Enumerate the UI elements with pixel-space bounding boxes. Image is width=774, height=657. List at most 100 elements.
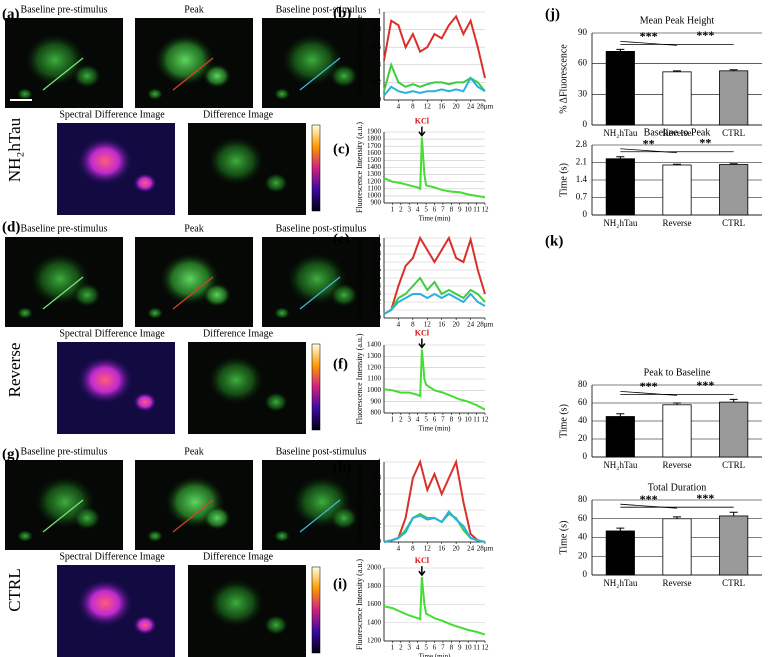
cell — [147, 530, 163, 542]
significance-label: *** — [640, 29, 658, 43]
cell — [330, 283, 358, 307]
image-caption: Difference Image — [203, 328, 274, 339]
y-tick-label: 1900 — [367, 128, 382, 136]
x-tick-label: CTRL — [722, 460, 745, 470]
x-tick-label: 1 — [391, 644, 395, 652]
y-tick-label: 0 — [583, 451, 588, 461]
x-tick-label: 12 — [424, 545, 432, 553]
x-tick-label: 24 — [467, 321, 475, 329]
cell — [208, 137, 264, 185]
data-line — [383, 509, 486, 543]
cell — [330, 64, 358, 88]
chart-title: Mean Peak Height — [640, 15, 715, 26]
y-axis-label: % ΔFluorescence — [558, 44, 569, 114]
x-tick-label: NH₂hTau — [603, 128, 638, 138]
significance-label: ** — [699, 136, 711, 150]
cell — [264, 615, 288, 635]
y-tick-label: 80 — [578, 379, 588, 389]
y-tick-label: 1300 — [367, 352, 382, 360]
y-axis-label: Time (s) — [558, 404, 569, 438]
cell — [17, 530, 33, 542]
x-axis-label: Time (min) — [419, 653, 451, 657]
x-tick-label: 8 — [450, 644, 454, 652]
x-tick-label: 4 — [416, 416, 420, 424]
y-tick-label: 0.5 — [372, 274, 381, 282]
data-line — [383, 276, 486, 315]
cell — [77, 356, 133, 404]
significance-label: *** — [640, 379, 658, 393]
y-axis-label: Time (s) — [558, 521, 569, 555]
annotation-arrow — [418, 566, 426, 577]
y-tick-label: 900 — [371, 199, 382, 207]
x-tick-label: 7 — [441, 644, 445, 652]
y-tick-label: 1500 — [367, 156, 382, 164]
x-tick-label: 6 — [433, 206, 437, 214]
image-caption: Baseline pre-stimulus — [21, 446, 108, 457]
error-bar — [616, 156, 625, 159]
x-tick-label: 9 — [458, 644, 462, 652]
x-tick-label: 4 — [416, 206, 420, 214]
x-axis-label: Time (min) — [419, 425, 451, 433]
x-tick-label: 5 — [424, 416, 428, 424]
x-axis-label: Time (min) — [419, 215, 451, 223]
x-tick-label: 12 — [482, 644, 490, 652]
y-tick-label: 2.8 — [576, 139, 588, 149]
y-tick-label: 1200 — [367, 363, 382, 371]
error-bar — [729, 511, 738, 516]
error-bar — [616, 48, 625, 52]
y-axis-label: Fluorescence Intensity (a.u.) — [355, 559, 364, 650]
y-tick-label: 0 — [378, 96, 382, 104]
y-axis-label: Fluorescence Intensity (a.u.) — [355, 122, 364, 213]
bar — [605, 158, 635, 216]
image-caption: Peak — [184, 4, 203, 15]
image-caption: Baseline post-stimulus — [276, 4, 367, 15]
y-tick-label: 20 — [578, 550, 588, 560]
error-bar — [729, 163, 738, 165]
bar — [605, 416, 635, 458]
y-tick-label: 1600 — [367, 600, 382, 608]
x-tick-label: 4 — [416, 644, 420, 652]
image-caption: Baseline post-stimulus — [276, 223, 367, 234]
row-label: Reverse — [5, 343, 24, 398]
y-tick-label: 1800 — [367, 582, 382, 590]
y-tick-label: 0.2 — [372, 522, 381, 530]
y-tick-label: 0.9 — [372, 242, 381, 250]
data-line — [383, 76, 486, 97]
image-caption: Baseline pre-stimulus — [21, 4, 108, 15]
profile-line — [42, 499, 84, 533]
x-tick-label: 10 — [465, 416, 473, 424]
x-tick-label: 9 — [458, 206, 462, 214]
chart-title: Baseline to Peak — [644, 127, 711, 138]
cell — [147, 88, 163, 100]
significance-label: *** — [696, 28, 714, 42]
annotation-arrow — [418, 126, 426, 137]
x-tick-label: 28µm — [477, 103, 494, 111]
x-tick-label: 3 — [408, 644, 412, 652]
y-tick-label: 1 — [378, 458, 382, 466]
x-tick-label: CTRL — [722, 128, 745, 138]
cell — [155, 34, 215, 86]
y-tick-label: 40 — [578, 415, 588, 425]
y-tick-label: 40 — [578, 532, 588, 542]
x-tick-label: 2 — [399, 416, 403, 424]
y-tick-label: 0.4 — [372, 282, 381, 290]
color-bar — [311, 343, 321, 431]
image-caption: Peak — [184, 223, 203, 234]
x-tick-label: 10 — [465, 206, 473, 214]
y-tick-label: 0 — [378, 314, 382, 322]
y-axis-label: Fluorescence Intensity (a.u.) — [355, 333, 364, 424]
x-tick-label: 4 — [397, 103, 401, 111]
x-tick-label: 4 — [397, 545, 401, 553]
profile-line — [172, 499, 214, 533]
y-tick-label: 0 — [583, 209, 588, 219]
x-tick-label: 28µm — [477, 321, 494, 329]
x-tick-label: 16 — [438, 545, 446, 553]
y-tick-label: 1000 — [367, 192, 382, 200]
x-tick-label: 11 — [473, 644, 480, 652]
x-tick-label: 11 — [473, 206, 480, 214]
profile-line — [299, 276, 341, 310]
y-tick-label: 1200 — [367, 637, 382, 645]
bar — [719, 164, 749, 216]
image-caption: Spectral Difference Image — [59, 328, 165, 339]
